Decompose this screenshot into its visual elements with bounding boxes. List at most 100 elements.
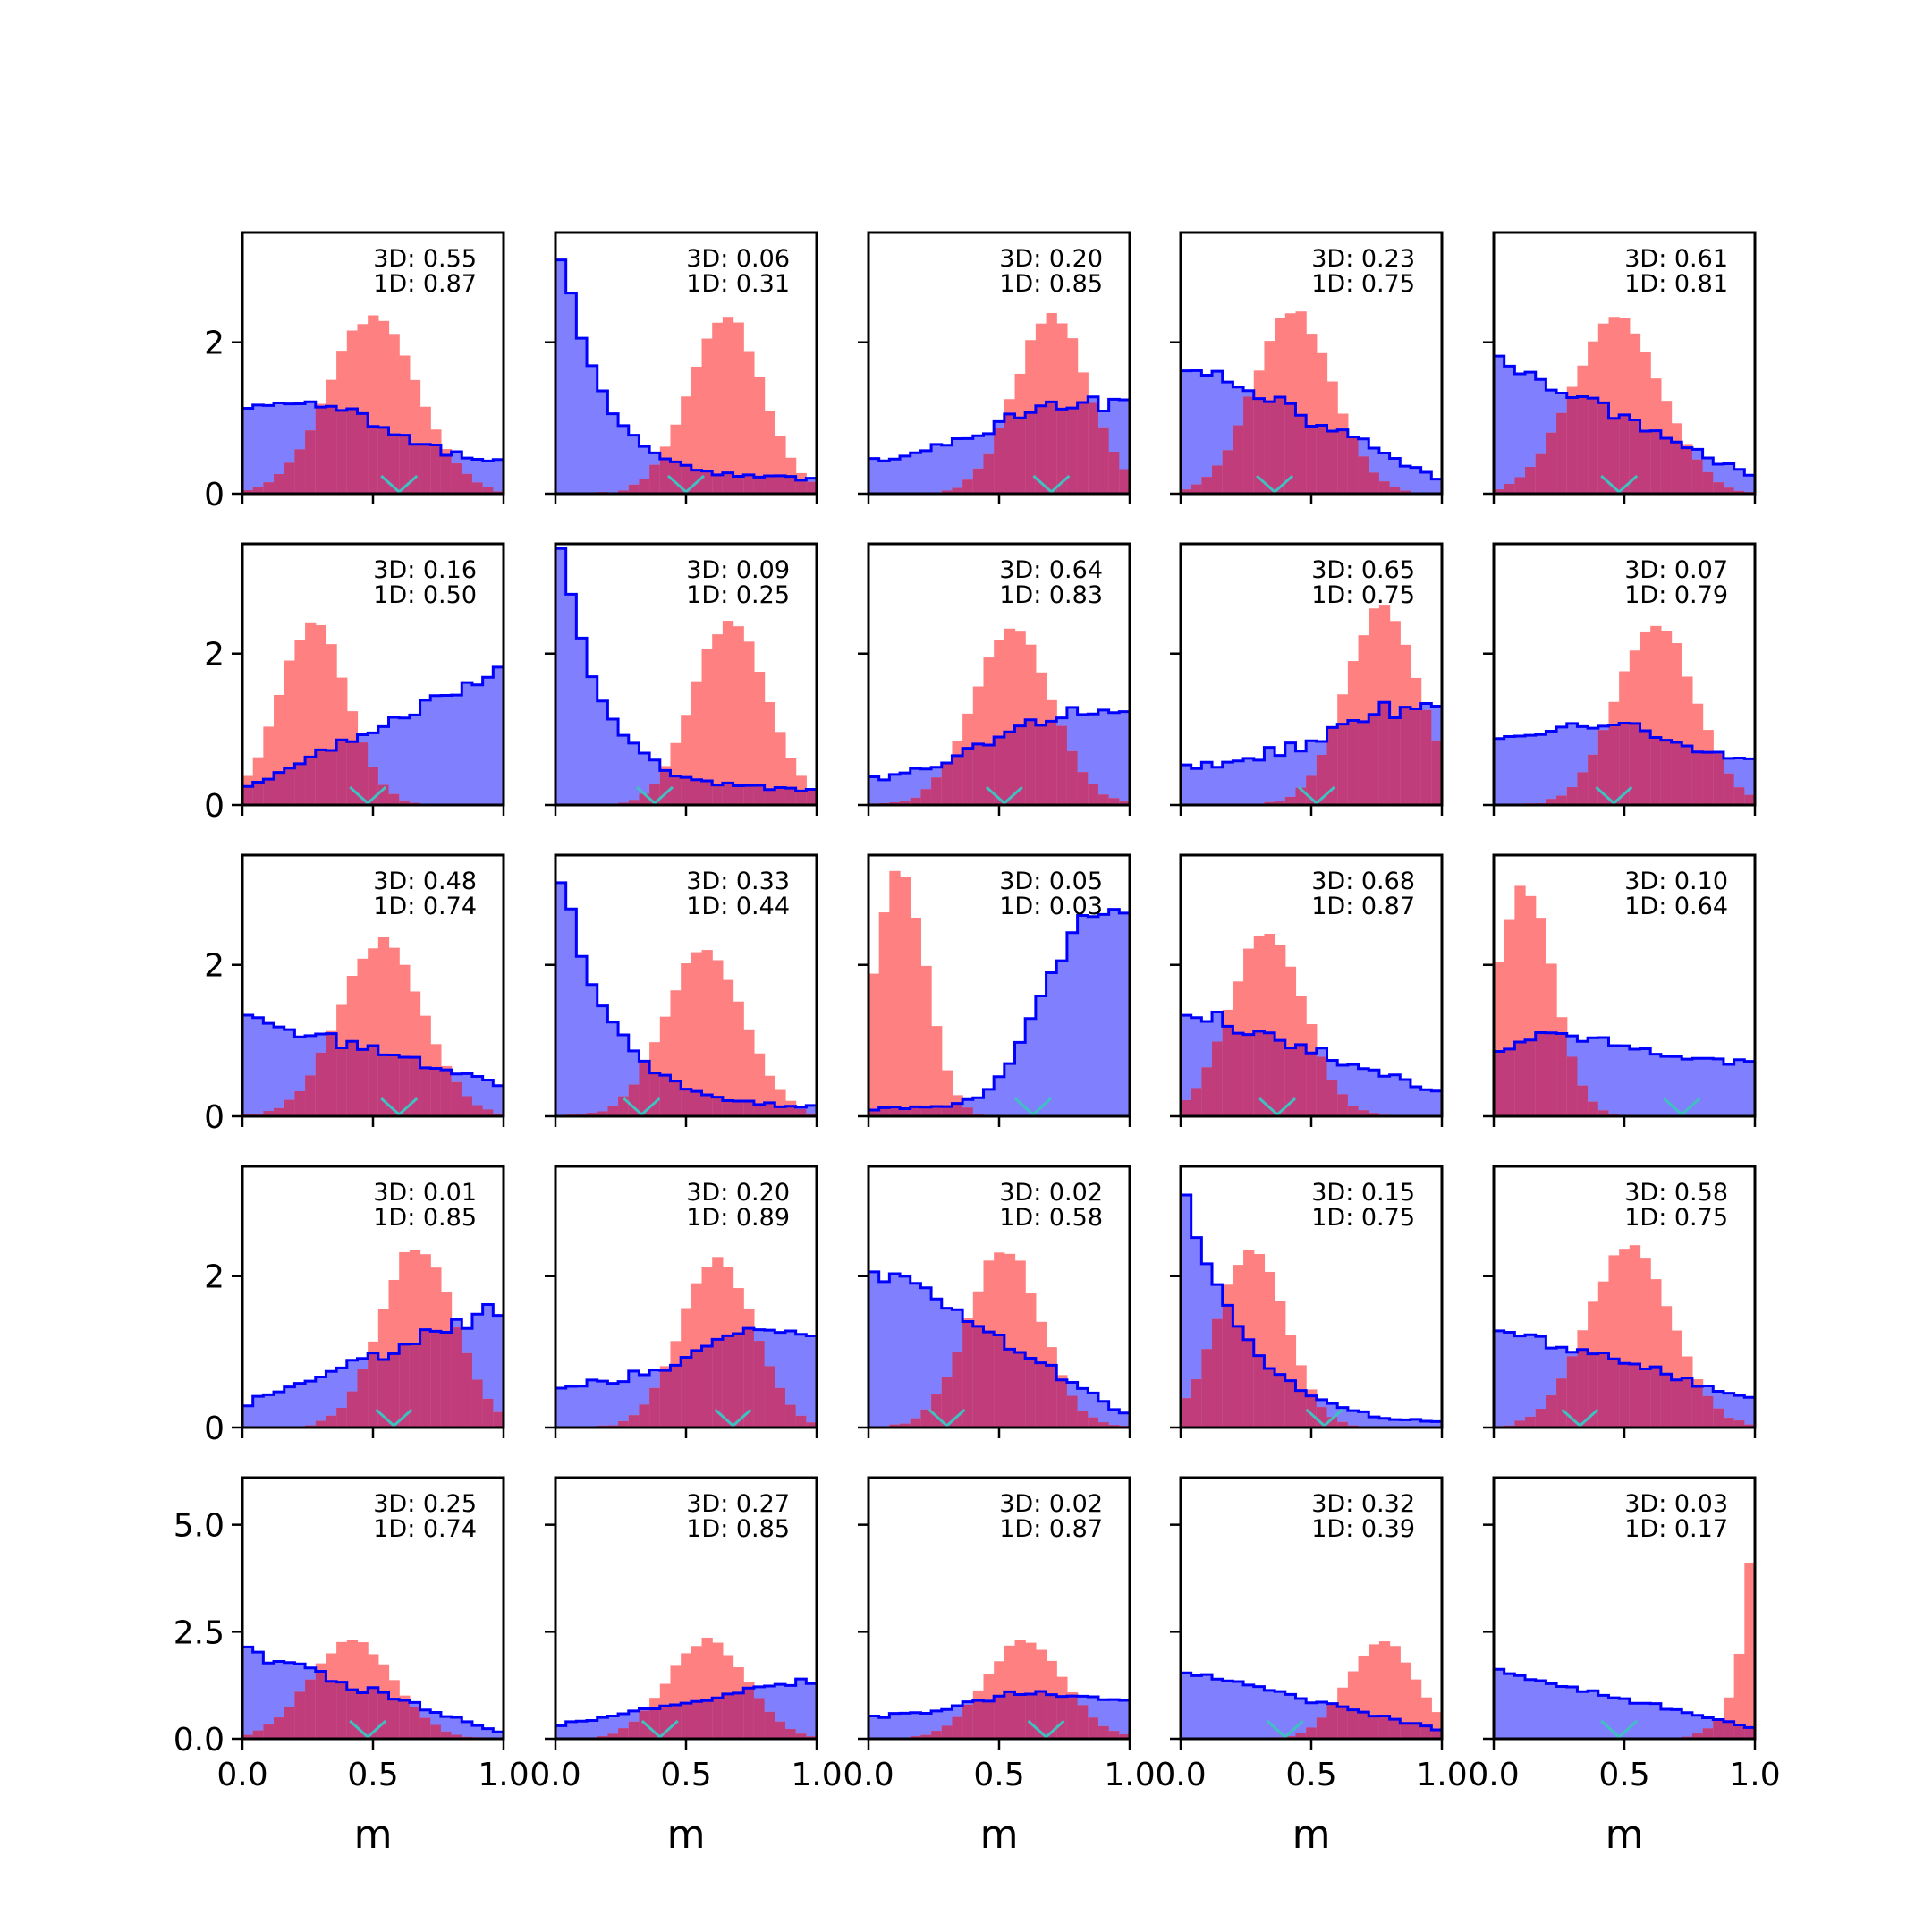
- blue-bar: [628, 742, 640, 805]
- overlap-bar: [440, 454, 453, 494]
- estimate-marker: [928, 1408, 966, 1428]
- overlap-bar: [346, 1041, 359, 1116]
- blue-bar: [1744, 758, 1755, 805]
- blue-bar: [878, 461, 890, 494]
- estimate-marker: [1266, 1719, 1304, 1739]
- overlap-bar: [1713, 482, 1724, 494]
- overlap-bar: [471, 482, 484, 494]
- overlap-bar: [336, 1047, 348, 1116]
- x-tick-label: 1.0: [1104, 1757, 1155, 1793]
- overlap-bar: [242, 786, 254, 805]
- red-bar: [701, 950, 713, 1116]
- overlap-bar: [1744, 1727, 1755, 1739]
- overlap-bar: [972, 743, 985, 805]
- blue-bar: [1077, 915, 1089, 1116]
- overlap-bar: [920, 1409, 932, 1428]
- overlap-bar: [305, 430, 317, 494]
- blue-bar: [1400, 466, 1411, 494]
- overlap-bar: [284, 767, 295, 805]
- overlap-bar: [1650, 1367, 1662, 1428]
- blue-bar: [1201, 762, 1213, 805]
- overlap-bar: [701, 1700, 713, 1739]
- overlap-bar: [263, 779, 275, 805]
- overlap-bar: [1264, 801, 1275, 805]
- blue-bar: [889, 459, 901, 494]
- overlap-bar: [1014, 725, 1026, 805]
- blue-bar: [1671, 1056, 1682, 1116]
- overlap-bar: [670, 1080, 682, 1116]
- blue-bar: [878, 1717, 890, 1739]
- annotation-1d: 1D: 0.83: [999, 581, 1103, 609]
- overlap-bar: [1597, 1110, 1610, 1116]
- red-bar: [743, 351, 755, 494]
- overlap-bar: [336, 740, 348, 805]
- overlap-bar: [628, 800, 640, 805]
- overlap-bar: [377, 1055, 390, 1116]
- x-tick-label: 1.0: [791, 1757, 842, 1793]
- estimate-marker: [714, 1408, 752, 1428]
- plot-area: [555, 547, 817, 805]
- blue-bar: [952, 438, 963, 494]
- annotation-3d: 3D: 0.48: [373, 868, 477, 895]
- annotation-1d: 1D: 0.79: [1624, 581, 1728, 609]
- x-tick-label: 1.0: [1416, 1757, 1467, 1793]
- overlap-bar: [1588, 754, 1599, 805]
- blue-bar: [1682, 1712, 1693, 1739]
- red-bar: [722, 979, 734, 1116]
- blue-bar: [1097, 1401, 1110, 1428]
- blue-bar: [1275, 755, 1286, 805]
- blue-bar: [1201, 375, 1213, 494]
- blue-bar: [263, 1023, 275, 1116]
- blue-bar: [1733, 1059, 1745, 1116]
- overlap-bar: [1275, 801, 1286, 805]
- red-bar: [1400, 1662, 1411, 1739]
- overlap-bar: [419, 1067, 431, 1116]
- blue-bar: [1243, 1684, 1255, 1739]
- blue-bar: [1410, 1419, 1422, 1428]
- blue-step-line: [1181, 1671, 1442, 1739]
- overlap-bar: [430, 1331, 442, 1428]
- blue-step-line: [242, 1013, 504, 1116]
- blue-bar: [1525, 735, 1537, 805]
- overlap-bar: [1035, 405, 1047, 494]
- overlap-bar: [1619, 723, 1631, 805]
- red-bar: [920, 965, 932, 1116]
- overlap-bar: [1660, 1374, 1673, 1428]
- blue-bar: [910, 1283, 921, 1428]
- overlap-bar: [1212, 465, 1224, 494]
- blue-bar: [597, 1381, 608, 1428]
- blue-bar: [1347, 1064, 1360, 1116]
- overlap-bar: [388, 435, 400, 494]
- blue-bar: [806, 1683, 817, 1739]
- overlap-bar: [1014, 1694, 1026, 1739]
- overlap-bar: [1119, 469, 1130, 494]
- x-tick-label: 0.5: [1598, 1757, 1649, 1793]
- blue-bar: [1556, 1686, 1568, 1739]
- blue-bar: [294, 1383, 306, 1428]
- blue-bar: [1108, 909, 1120, 1116]
- blue-bar: [1295, 1699, 1307, 1739]
- overlap-bar: [1378, 481, 1391, 494]
- overlap-bar: [388, 1055, 400, 1116]
- overlap-bar: [618, 490, 630, 494]
- blue-bar: [1201, 1674, 1213, 1739]
- blue-bar: [920, 1287, 932, 1428]
- y-tick-label: 5.0: [174, 1508, 225, 1545]
- overlap-bar: [1535, 453, 1546, 494]
- blue-bar: [1629, 1049, 1641, 1116]
- overlap-bar: [1337, 1094, 1349, 1116]
- overlap-bar: [722, 472, 734, 494]
- blue-bar: [920, 450, 932, 494]
- overlap-bar: [733, 1334, 744, 1428]
- overlap-bar: [1243, 396, 1255, 494]
- overlap-bar: [326, 1033, 337, 1116]
- overlap-bar: [994, 1335, 1005, 1428]
- overlap-bar: [305, 1679, 317, 1739]
- overlap-bar: [701, 1345, 713, 1428]
- overlap-bar: [1744, 1424, 1755, 1428]
- red-bar: [712, 960, 724, 1116]
- blue-bar: [1088, 916, 1099, 1116]
- blue-bar: [409, 715, 421, 805]
